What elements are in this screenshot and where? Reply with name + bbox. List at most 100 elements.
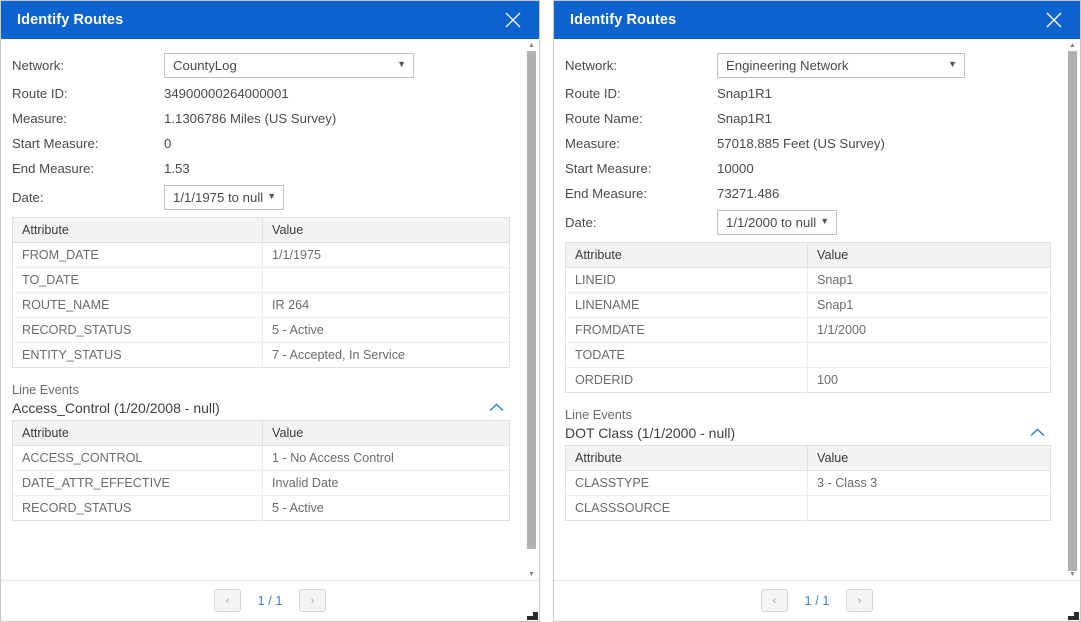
scroll-down-arrow-icon[interactable]: ▼: [528, 570, 535, 578]
resize-handle[interactable]: [1067, 608, 1079, 620]
cell-attribute: FROMDATE: [565, 317, 808, 343]
close-icon[interactable]: [501, 8, 525, 32]
cell-attribute: LINEID: [565, 267, 808, 293]
table-row: LINEID Snap1: [565, 267, 1051, 293]
field-start-measure: Start Measure: 10000: [565, 156, 1051, 181]
field-label-measure: Measure:: [12, 111, 67, 126]
field-value-start-measure: 0: [164, 136, 172, 151]
column-header-attribute: Attribute: [12, 217, 263, 243]
chevron-up-icon[interactable]: [1026, 425, 1049, 441]
date-select[interactable]: 1/1/2000 to null ▼: [717, 209, 838, 235]
field-label-date: Date:: [12, 189, 44, 205]
table-header-row: Attribute Value: [12, 217, 510, 243]
network-select-value: Engineering Network: [726, 57, 849, 73]
date-select-value: 1/1/2000 to null: [726, 214, 817, 230]
previous-page-button[interactable]: ‹: [761, 589, 788, 612]
cell-attribute: ENTITY_STATUS: [12, 342, 263, 368]
table-header-row: Attribute Value: [565, 445, 1051, 471]
vertical-scrollbar[interactable]: ▲ ▼: [1065, 39, 1080, 580]
page-count-label: 1 / 1: [804, 593, 830, 608]
chevron-down-icon: ▼: [267, 191, 277, 202]
chevron-up-icon[interactable]: [485, 400, 508, 416]
field-value-measure: 1.1306786 Miles (US Survey): [164, 111, 337, 126]
table-row: ROUTE_NAME IR 264: [12, 292, 510, 318]
cell-attribute: LINENAME: [565, 292, 808, 318]
field-label-end-measure: End Measure:: [12, 161, 95, 176]
pagination-bar: ‹ 1 / 1 ›: [554, 580, 1080, 621]
line-events-label: Line Events: [12, 382, 79, 397]
line-event-header[interactable]: DOT Class (1/1/2000 - null): [565, 425, 1051, 441]
dialog-scroll-content: Network: CountyLog ▼ Route ID: 349000002…: [1, 39, 524, 580]
cell-attribute: ORDERID: [565, 367, 808, 393]
field-label-route-name: Route Name:: [565, 111, 643, 126]
chevron-down-icon: ▼: [397, 59, 406, 70]
cell-value: [808, 496, 1051, 521]
line-events-label: Line Events: [565, 407, 632, 422]
date-select[interactable]: 1/1/1975 to null ▼: [164, 184, 285, 210]
table-row: ENTITY_STATUS 7 - Accepted, In Service: [12, 342, 510, 368]
field-date: Date: 1/1/2000 to null ▼: [565, 206, 1051, 238]
dialog-titlebar: Identify Routes: [554, 1, 1080, 39]
table-row: RECORD_STATUS 5 - Active: [12, 495, 510, 521]
cell-attribute: TODATE: [565, 342, 808, 368]
table-row: FROM_DATE 1/1/1975: [12, 242, 510, 268]
page-count-label: 1 / 1: [257, 593, 283, 608]
cell-attribute: RECORD_STATUS: [12, 495, 263, 521]
vertical-scrollbar[interactable]: ▲ ▼: [524, 39, 539, 580]
scroll-up-arrow-icon[interactable]: ▲: [528, 41, 535, 49]
field-label-end-measure: End Measure:: [565, 186, 648, 201]
field-value-route-name: Snap1R1: [717, 111, 772, 126]
field-label-route-id: Route ID:: [12, 86, 68, 101]
field-value-end-measure: 73271.486: [717, 186, 780, 201]
chevron-down-icon: ▼: [820, 216, 830, 227]
field-route-id: Route ID: 34900000264000001: [12, 81, 510, 106]
scrollbar-thumb[interactable]: [527, 51, 536, 549]
next-page-button[interactable]: ›: [299, 589, 326, 612]
resize-handle[interactable]: [526, 608, 538, 620]
column-header-attribute: Attribute: [12, 420, 263, 446]
column-header-attribute: Attribute: [565, 445, 808, 471]
table-row: LINENAME Snap1: [565, 292, 1051, 318]
cell-value: 1 - No Access Control: [262, 445, 510, 471]
field-label-network: Network:: [12, 57, 65, 73]
table-row: ACCESS_CONTROL 1 - No Access Control: [12, 445, 510, 471]
cell-value: 1/1/1975: [262, 242, 510, 268]
identify-routes-dialog-left: Identify Routes Network: CountyLog ▼: [0, 0, 540, 622]
field-label-date: Date:: [565, 214, 597, 230]
next-page-button[interactable]: ›: [846, 589, 873, 612]
field-end-measure: End Measure: 73271.486: [565, 181, 1051, 206]
network-select[interactable]: Engineering Network ▼: [717, 52, 965, 78]
table-row: TO_DATE: [12, 267, 510, 293]
cell-value: 5 - Active: [262, 317, 510, 343]
field-network: Network: Engineering Network ▼: [565, 49, 1051, 81]
cell-attribute: RECORD_STATUS: [12, 317, 263, 343]
scroll-up-arrow-icon[interactable]: ▲: [1069, 41, 1076, 49]
pagination-bar: ‹ 1 / 1 ›: [1, 580, 539, 621]
line-event-title: DOT Class (1/1/2000 - null): [565, 425, 736, 441]
column-header-value: Value: [807, 445, 1051, 471]
route-attributes-table: Attribute Value FROM_DATE 1/1/1975 TO_DA…: [12, 217, 510, 368]
field-route-name: Route Name: Snap1R1: [565, 106, 1051, 131]
line-event-header[interactable]: Access_Control (1/20/2008 - null): [12, 400, 510, 416]
column-header-value: Value: [262, 217, 510, 243]
field-measure: Measure: 1.1306786 Miles (US Survey): [12, 106, 510, 131]
cell-value: IR 264: [262, 292, 510, 318]
previous-page-button[interactable]: ‹: [214, 589, 241, 612]
field-measure: Measure: 57018.885 Feet (US Survey): [565, 131, 1051, 156]
field-label-start-measure: Start Measure:: [12, 136, 99, 151]
cell-value: 3 - Class 3: [807, 470, 1051, 496]
scrollbar-thumb[interactable]: [1068, 51, 1077, 571]
close-icon[interactable]: [1042, 8, 1066, 32]
table-row: DATE_ATTR_EFFECTIVE Invalid Date: [12, 470, 510, 496]
dialog-body: Network: CountyLog ▼ Route ID: 349000002…: [1, 39, 539, 580]
dialog-title: Identify Routes: [570, 12, 677, 28]
network-select[interactable]: CountyLog ▼: [164, 52, 414, 78]
route-attributes-table: Attribute Value LINEID Snap1 LINENAME Sn…: [565, 242, 1051, 393]
table-row: CLASSTYPE 3 - Class 3: [565, 470, 1051, 496]
scroll-down-arrow-icon[interactable]: ▼: [1069, 570, 1076, 578]
field-value-end-measure: 1.53: [164, 161, 190, 176]
column-header-value: Value: [807, 242, 1051, 268]
line-event-attributes-table: Attribute Value CLASSTYPE 3 - Class 3 CL…: [565, 445, 1051, 521]
line-event-title: Access_Control (1/20/2008 - null): [12, 400, 220, 416]
field-label-measure: Measure:: [565, 136, 620, 151]
